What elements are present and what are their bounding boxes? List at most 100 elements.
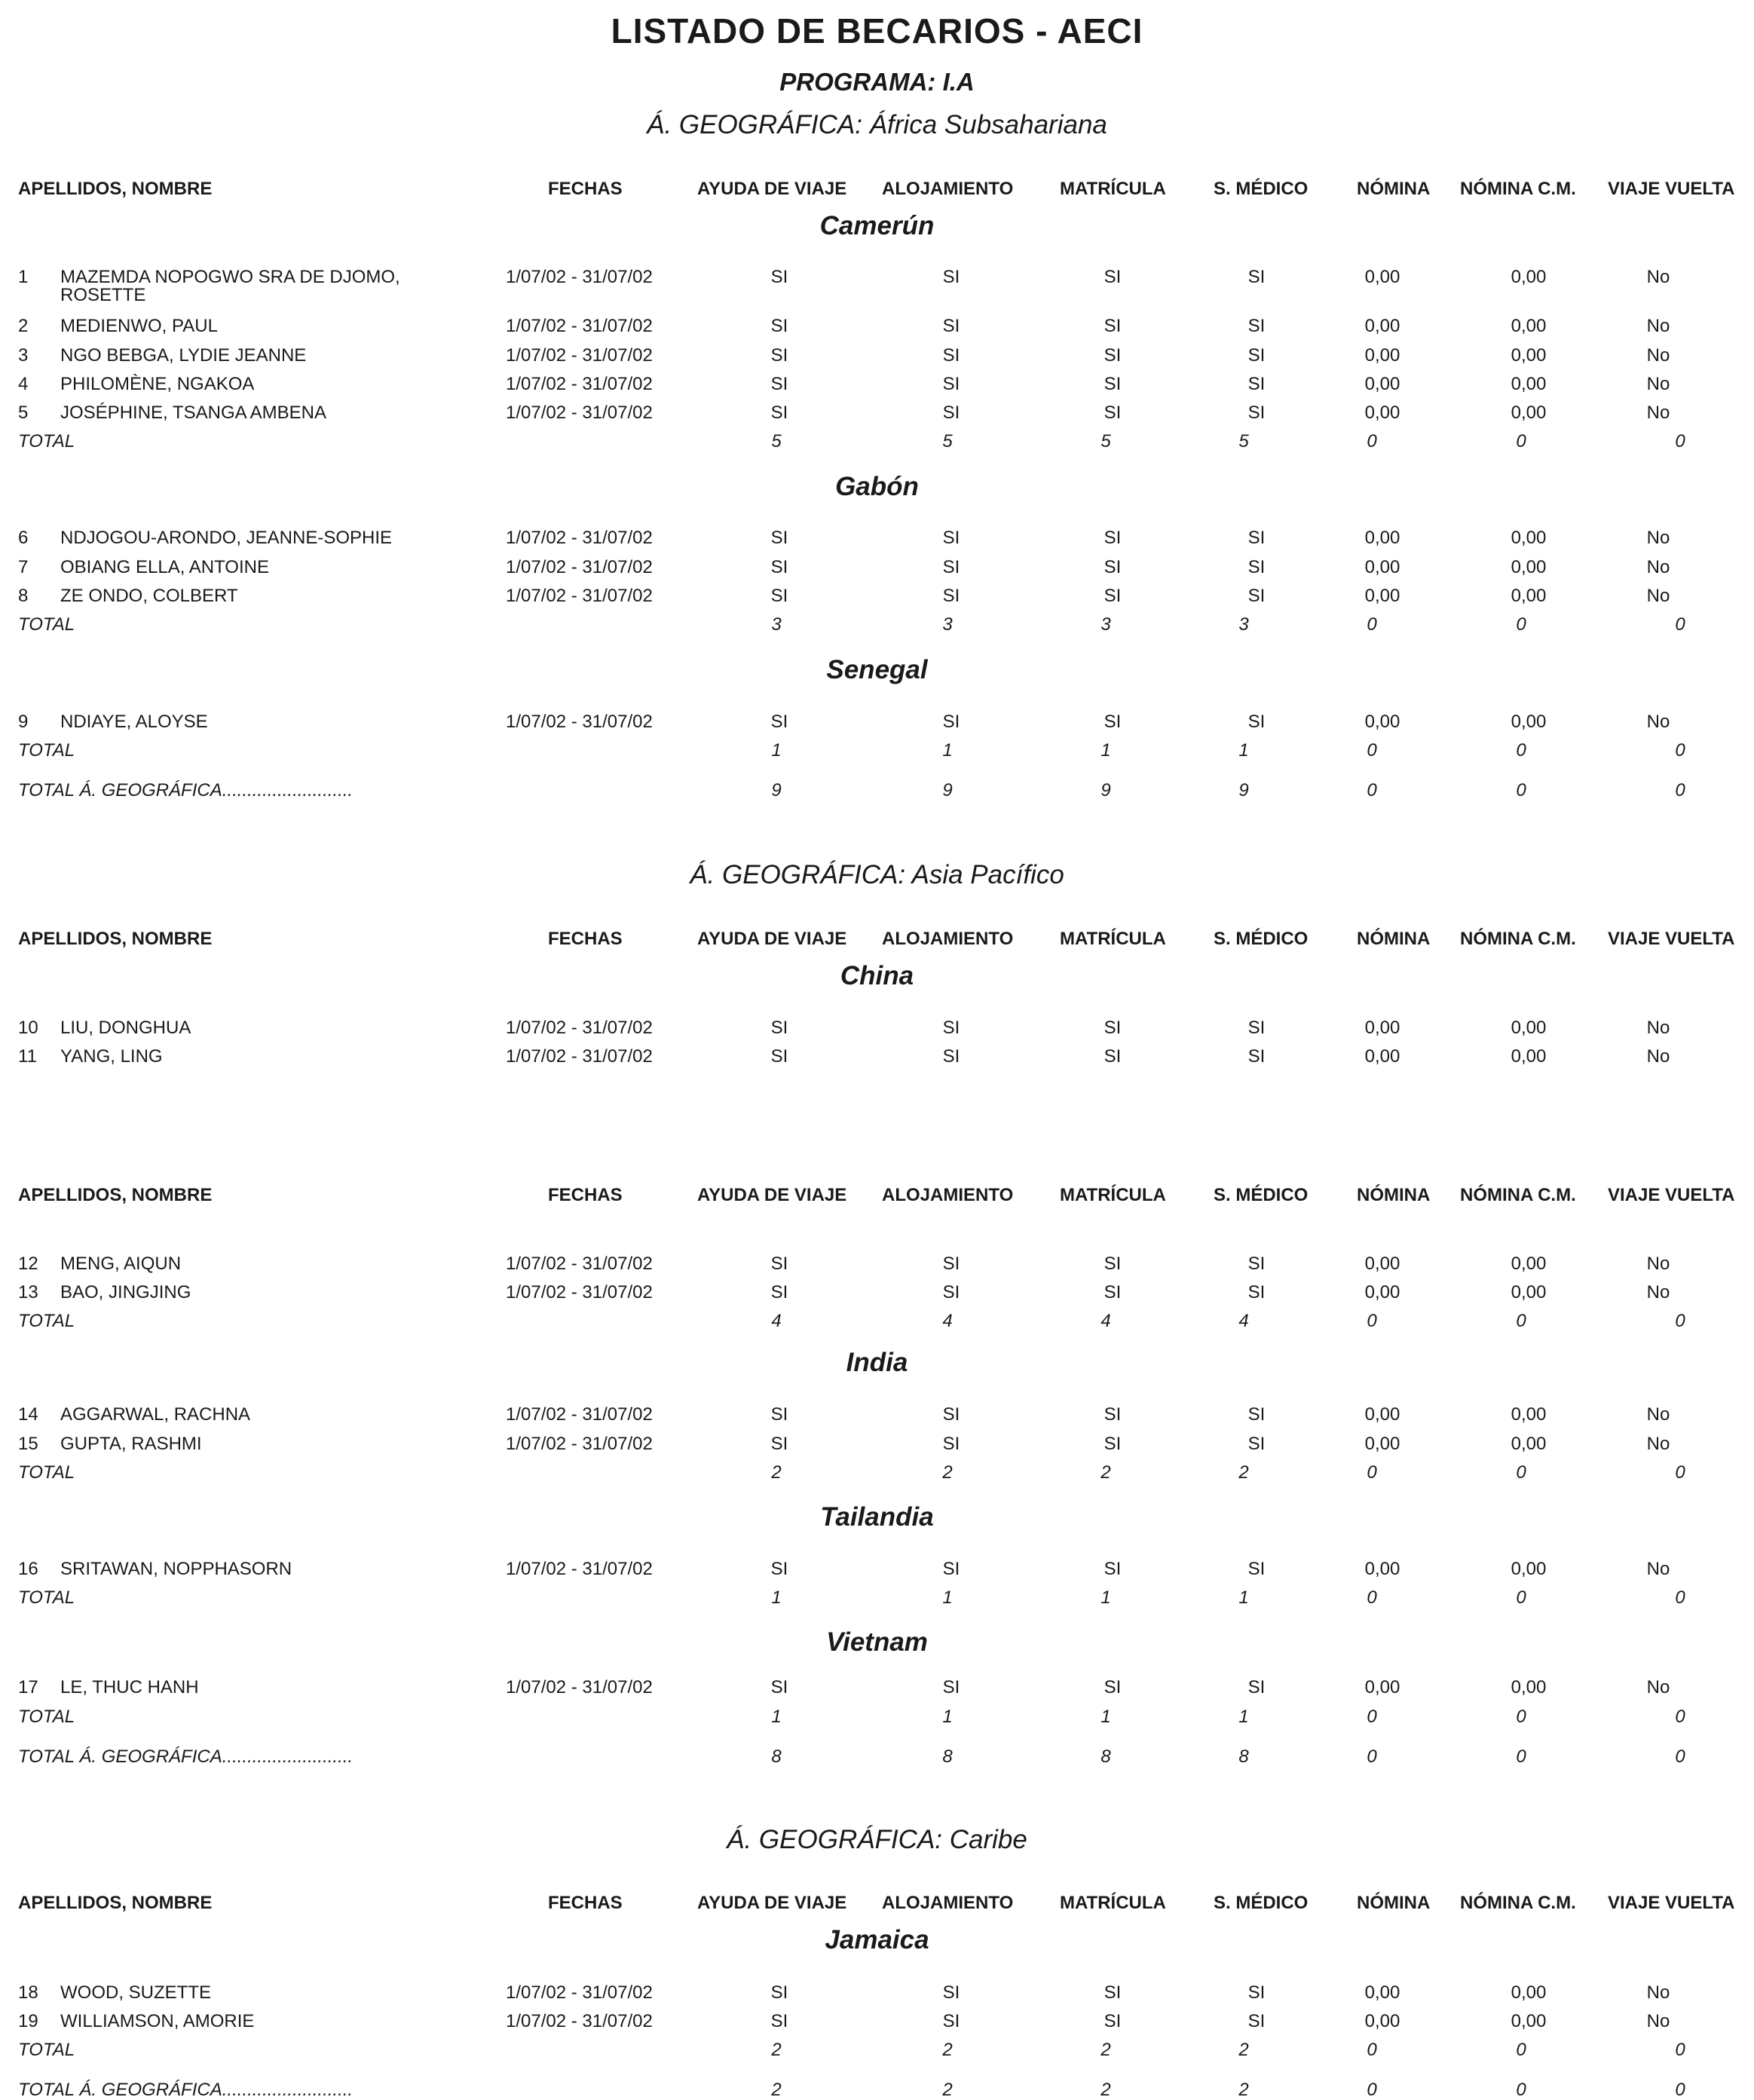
column-header: AYUDA DE VIAJE [697,1185,847,1205]
country-total-label: TOTAL [18,740,75,761]
cell-aloj: SI [942,712,960,732]
column-header: NÓMINA [1357,179,1431,199]
cell-smed: SI [1247,712,1266,732]
cell-nominacm: 0,00 [1511,374,1547,394]
cell-nomina: 0,00 [1364,1434,1400,1454]
cell-matr: SI [1104,1404,1122,1425]
country-total-value: 0 [1516,740,1526,761]
cell-matr: SI [1104,1046,1122,1067]
cell-aloj: SI [942,1018,960,1038]
country-total-value: 3 [771,614,782,635]
cell-nominacm: 0,00 [1511,403,1547,423]
country-total-value: 4 [942,1311,953,1331]
column-header: FECHAS [548,179,623,199]
row-dates: 1/07/02 - 31/07/02 [506,374,653,394]
geographic-area-title: Á. GEOGRÁFICA: Caribe [727,1825,1027,1854]
area-total-value: 9 [942,780,953,801]
column-header: VIAJE VUELTA [1608,179,1735,199]
cell-ayuda: SI [770,1282,788,1303]
cell-smed: SI [1247,1254,1266,1274]
cell-nominacm: 0,00 [1511,1404,1547,1425]
row-number: 12 [18,1254,38,1274]
applicant-name: OBIANG ELLA, ANTOINE [60,557,269,577]
cell-nominacm: 0,00 [1511,528,1547,548]
country-total-value: 0 [1675,2040,1685,2060]
country-total-value: 0 [1675,1311,1685,1331]
cell-viaje: No [1646,1434,1670,1454]
country-total-value: 0 [1675,431,1685,452]
country-total-value: 2 [1238,1462,1249,1483]
country-total-value: 0 [1516,1587,1526,1608]
cell-nominacm: 0,00 [1511,267,1547,287]
row-dates: 1/07/02 - 31/07/02 [506,1434,653,1454]
cell-viaje: No [1646,267,1670,287]
cell-nominacm: 0,00 [1511,1434,1547,1454]
cell-aloj: SI [942,267,960,287]
geographic-area-title: Á. GEOGRÁFICA: África Subsahariana [647,110,1107,139]
area-total-value: 0 [1367,1746,1377,1767]
country-total-value: 1 [1100,1707,1111,1727]
column-header: S. MÉDICO [1214,179,1309,199]
area-total-value: 2 [1238,2080,1249,2100]
column-header: ALOJAMIENTO [882,1185,1014,1205]
cell-matr: SI [1104,2011,1122,2031]
cell-viaje: No [1646,1018,1670,1038]
country-total-value: 2 [942,2040,953,2060]
row-dates: 1/07/02 - 31/07/02 [506,1282,653,1303]
country-total-value: 5 [942,431,953,452]
country-total-value: 4 [771,1311,782,1331]
cell-nominacm: 0,00 [1511,1254,1547,1274]
cell-nomina: 0,00 [1364,1254,1400,1274]
cell-nomina: 0,00 [1364,374,1400,394]
column-header: FECHAS [548,1893,623,1913]
column-header: MATRÍCULA [1060,179,1166,199]
cell-nomina: 0,00 [1364,1018,1400,1038]
cell-nomina: 0,00 [1364,267,1400,287]
cell-nomina: 0,00 [1364,1677,1400,1697]
area-total-value: 9 [771,780,782,801]
cell-smed: SI [1247,345,1266,366]
country-total-value: 0 [1367,431,1377,452]
country-total-value: 0 [1516,431,1526,452]
country-total-value: 1 [942,740,953,761]
cell-smed: SI [1247,1434,1266,1454]
column-header: NÓMINA C.M. [1460,1185,1576,1205]
country-total-value: 5 [1238,431,1249,452]
area-total-value: 0 [1367,2080,1377,2100]
area-total-value: 0 [1675,1746,1685,1767]
applicant-name: BAO, JINGJING [60,1282,191,1303]
country-total-value: 1 [1238,740,1249,761]
area-total-value: 8 [1238,1746,1249,1767]
applicant-name: MENG, AIQUN [60,1254,182,1274]
cell-ayuda: SI [770,345,788,366]
cell-ayuda: SI [770,403,788,423]
row-dates: 1/07/02 - 31/07/02 [506,1404,653,1425]
applicant-name: GUPTA, RASHMI [60,1434,202,1454]
cell-matr: SI [1104,316,1122,336]
column-header: S. MÉDICO [1214,1185,1309,1205]
area-total-label: TOTAL Á. GEOGRÁFICA.....................… [18,2080,354,2100]
cell-viaje: No [1646,557,1670,577]
row-number: 14 [18,1404,38,1425]
cell-smed: SI [1247,1982,1266,2003]
cell-smed: SI [1247,1046,1266,1067]
cell-smed: SI [1247,1282,1266,1303]
area-total-value: 0 [1675,2080,1685,2100]
country-total-value: 1 [942,1587,953,1608]
country-heading: China [840,961,914,990]
row-dates: 1/07/02 - 31/07/02 [506,1046,653,1067]
cell-smed: SI [1247,316,1266,336]
cell-matr: SI [1104,557,1122,577]
geographic-area-title: Á. GEOGRÁFICA: Asia Pacífico [690,860,1064,889]
cell-ayuda: SI [770,712,788,732]
area-total-value: 8 [771,1746,782,1767]
cell-ayuda: SI [770,528,788,548]
row-number: 9 [18,712,29,732]
cell-nominacm: 0,00 [1511,557,1547,577]
column-header: AYUDA DE VIAJE [697,929,847,949]
cell-nominacm: 0,00 [1511,1282,1547,1303]
row-dates: 1/07/02 - 31/07/02 [506,345,653,366]
cell-smed: SI [1247,1018,1266,1038]
area-total-value: 9 [1100,780,1111,801]
column-header: ALOJAMIENTO [882,1893,1014,1913]
